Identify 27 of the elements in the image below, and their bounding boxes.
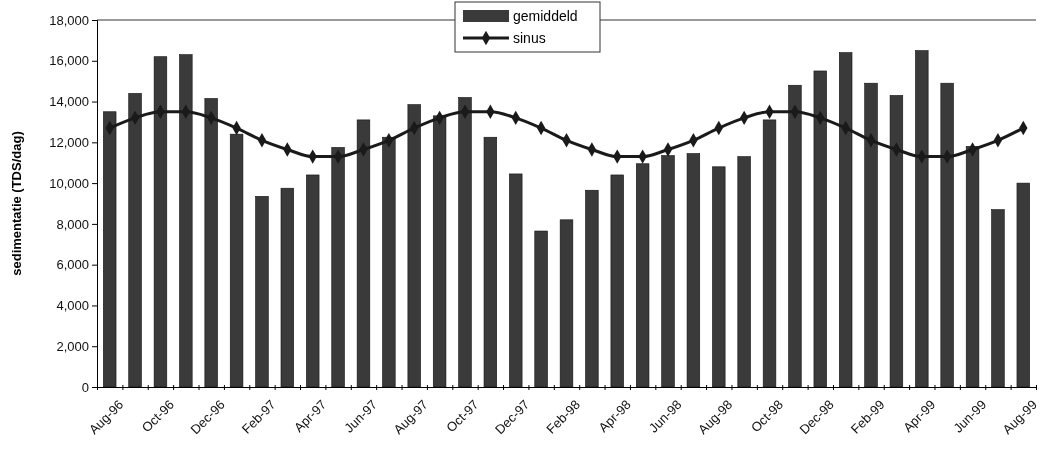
legend-label: sinus <box>513 29 546 46</box>
bar <box>737 156 751 388</box>
bar <box>991 209 1005 388</box>
y-tick-label: 18,000 <box>49 12 89 28</box>
bar <box>559 219 574 388</box>
bar <box>686 153 701 388</box>
y-tick-label: 2,000 <box>56 338 89 354</box>
bar <box>255 196 269 388</box>
bar <box>1016 182 1030 388</box>
bar <box>509 173 523 388</box>
bar <box>712 166 726 388</box>
y-tick-label: 4,000 <box>56 298 89 314</box>
legend-label: gemiddeld <box>513 7 578 24</box>
y-tick-label: 16,000 <box>49 53 89 69</box>
y-tick-label: 12,000 <box>49 134 89 150</box>
y-tick-label: 8,000 <box>56 216 89 232</box>
bar <box>534 230 548 388</box>
y-axis-title: sedimentatie (TDS/dag) <box>8 131 24 276</box>
y-tick-label: 6,000 <box>56 257 89 273</box>
bar <box>610 174 624 388</box>
bar <box>483 136 498 388</box>
bar <box>306 174 320 388</box>
y-tick-label: 10,000 <box>49 175 89 191</box>
bar <box>585 189 599 388</box>
y-tick-label: 14,000 <box>49 94 89 110</box>
bar <box>280 187 294 388</box>
y-tick-label: 0 <box>81 379 89 395</box>
